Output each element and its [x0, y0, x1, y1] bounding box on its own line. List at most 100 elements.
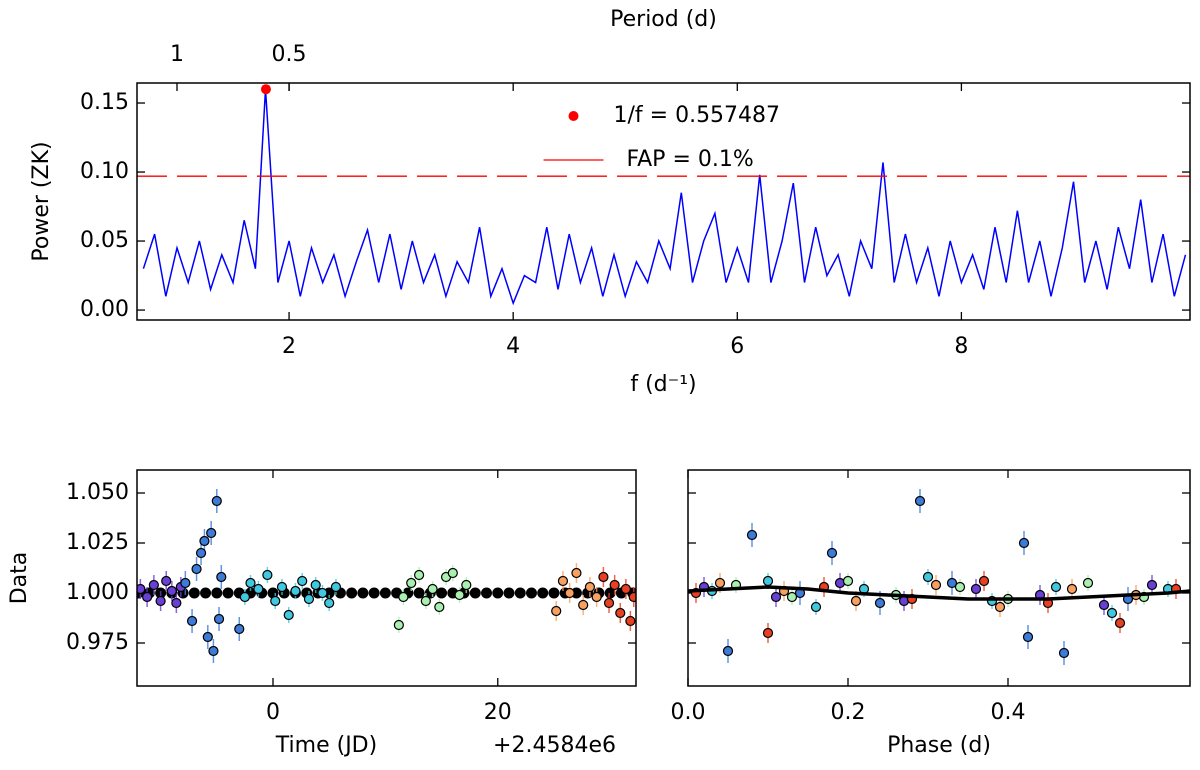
data-point	[1146, 579, 1158, 591]
y-tick-label: 0.975	[66, 630, 129, 655]
data-point	[810, 601, 822, 613]
data-point	[270, 595, 281, 607]
data-point	[970, 583, 982, 595]
data-point	[393, 619, 404, 631]
data-point	[603, 597, 615, 609]
model-point	[413, 587, 425, 599]
x-axis-label: Phase (d)	[887, 733, 991, 758]
data-point	[427, 583, 438, 595]
axes-frame	[136, 82, 1191, 321]
data-point	[191, 563, 202, 575]
data-point	[1082, 577, 1094, 589]
data-point	[571, 567, 582, 579]
data-point	[186, 615, 198, 627]
x-tick-label: 4	[506, 334, 520, 359]
data-point	[213, 613, 225, 625]
data-point	[1058, 647, 1070, 659]
data-point	[137, 583, 146, 595]
model-point	[469, 587, 481, 599]
data-point	[578, 599, 589, 611]
data-point	[420, 595, 431, 607]
data-point	[746, 529, 758, 541]
model-point	[537, 587, 549, 599]
x-offset-label: +2.4584e6	[493, 733, 616, 758]
data-point	[406, 577, 417, 589]
data-point	[1106, 607, 1118, 619]
data-point	[874, 597, 886, 609]
data-point	[195, 547, 207, 559]
data-point	[253, 583, 264, 595]
data-point	[770, 591, 782, 603]
y-tick-label: 0.15	[80, 90, 129, 115]
x-tick-label: 2	[282, 334, 296, 359]
data-point	[245, 577, 256, 589]
peak-marker	[260, 84, 271, 95]
data-point	[1066, 583, 1078, 595]
data-point	[1098, 599, 1110, 611]
data-point	[461, 579, 472, 591]
data-point	[620, 583, 631, 595]
model-line	[688, 585, 1190, 601]
data-point	[413, 569, 425, 581]
data-point	[551, 605, 562, 617]
model-point	[604, 587, 616, 599]
model-point	[503, 587, 515, 599]
data-point	[155, 595, 166, 607]
axes-frame	[687, 469, 1191, 687]
data-point	[239, 591, 250, 603]
data-point	[564, 587, 575, 599]
data-point	[786, 591, 798, 603]
data-point	[584, 581, 596, 593]
data-point	[202, 631, 213, 643]
periodogram-line	[142, 89, 1187, 306]
top-tick-label: 1	[170, 42, 184, 67]
y-axis-label: Data	[7, 552, 32, 605]
data-point	[290, 585, 301, 597]
data-point	[398, 591, 409, 603]
legend-label: FAP = 0.1%	[627, 147, 754, 172]
data-point	[557, 575, 569, 587]
data-point	[946, 577, 958, 589]
data-point	[625, 615, 636, 627]
legend-marker	[568, 111, 579, 121]
data-point	[297, 575, 308, 587]
model-point	[222, 587, 234, 599]
x-axis-label: f (d⁻¹)	[630, 372, 696, 397]
data-point	[615, 607, 626, 619]
data-point	[303, 593, 315, 605]
data-point	[762, 575, 774, 587]
model-point	[436, 587, 448, 599]
data-point	[216, 571, 227, 583]
data-point	[206, 527, 217, 539]
data-point	[954, 581, 966, 593]
data-point	[211, 495, 222, 507]
data-point	[762, 627, 774, 639]
data-point	[324, 597, 335, 609]
x-tick-label: 20	[484, 700, 512, 725]
data-point	[283, 609, 294, 621]
data-point	[148, 579, 159, 591]
data-point	[142, 591, 153, 603]
data-point	[930, 579, 942, 591]
data-point	[609, 579, 620, 591]
data-point	[199, 535, 210, 547]
model-point	[357, 587, 369, 599]
x-tick-label: 6	[730, 334, 744, 359]
data-point	[161, 575, 172, 587]
data-point	[722, 645, 734, 657]
data-point	[826, 547, 838, 559]
data-point	[1114, 617, 1126, 629]
top-axis-label: Period (d)	[610, 7, 717, 32]
data-point	[714, 577, 726, 589]
y-tick-label: 1.025	[66, 530, 129, 555]
plot-area	[137, 489, 636, 663]
model-point	[548, 587, 560, 599]
y-tick-label: 0.00	[80, 297, 129, 322]
data-point	[180, 577, 191, 589]
top-tick-label: 0.5	[272, 42, 307, 67]
data-point	[208, 645, 219, 657]
data-point	[922, 571, 934, 583]
y-tick-label: 1.050	[66, 480, 129, 505]
data-point	[317, 587, 328, 599]
